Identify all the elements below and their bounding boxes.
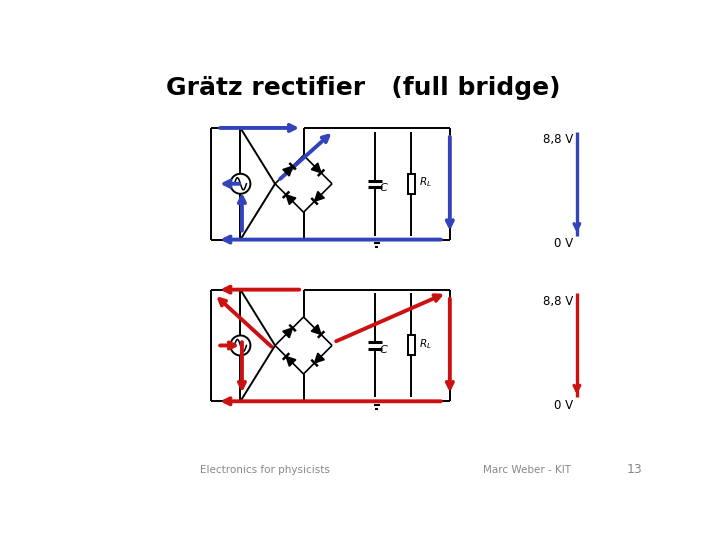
Text: $R_L$: $R_L$ (419, 176, 432, 189)
Polygon shape (311, 163, 321, 173)
Polygon shape (283, 328, 292, 338)
Text: 0 V: 0 V (554, 399, 573, 412)
Text: $C$: $C$ (379, 342, 389, 355)
Text: Electronics for physicists: Electronics for physicists (200, 465, 330, 475)
Polygon shape (286, 356, 296, 366)
Text: 8,8 V: 8,8 V (543, 295, 573, 308)
Text: Grätz rectifier   (full bridge): Grätz rectifier (full bridge) (166, 76, 560, 100)
Polygon shape (315, 192, 324, 201)
Text: 0 V: 0 V (554, 237, 573, 250)
Polygon shape (315, 353, 324, 363)
Text: Marc Weber - KIT: Marc Weber - KIT (483, 465, 571, 475)
Bar (408, 174, 415, 194)
Polygon shape (283, 166, 292, 176)
Text: 13: 13 (627, 463, 642, 476)
Polygon shape (286, 195, 296, 205)
Text: 8,8 V: 8,8 V (543, 133, 573, 146)
Text: $C$: $C$ (379, 181, 389, 193)
Text: $R_L$: $R_L$ (419, 337, 432, 351)
Polygon shape (311, 325, 321, 334)
Bar (408, 335, 415, 355)
